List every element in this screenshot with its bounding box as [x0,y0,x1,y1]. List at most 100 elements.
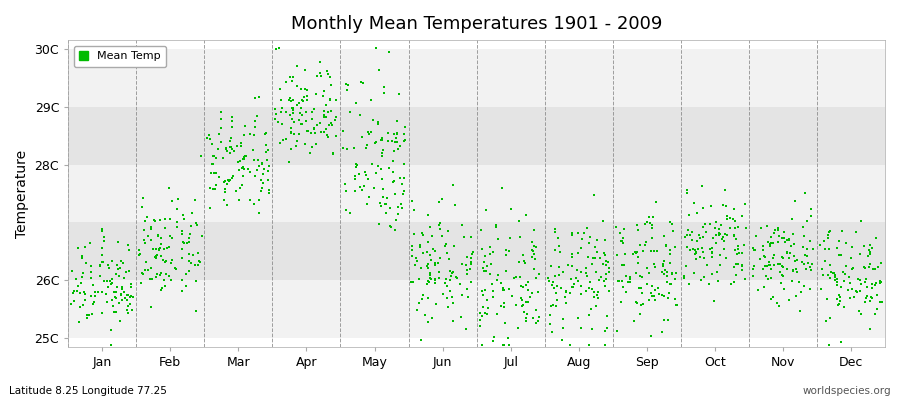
Point [274,97,289,104]
Point [183,231,197,237]
Point [830,282,844,288]
Point [286,131,301,137]
Point [836,304,850,310]
Point [786,267,800,273]
Point [420,295,435,301]
Point [654,329,669,335]
Point [300,128,314,134]
Point [97,238,112,244]
Point [796,224,810,230]
Point [549,303,563,310]
Point [109,309,123,316]
Point [189,278,203,284]
Point [104,258,119,264]
Point [823,228,837,235]
Point [149,253,164,259]
Point [84,274,98,281]
Point [581,311,596,318]
Point [657,317,671,324]
Point [243,197,257,203]
Point [349,161,364,167]
Point [384,224,399,230]
Point [214,115,229,122]
Point [708,240,723,246]
Point [446,300,460,306]
Point [176,212,190,218]
Point [410,258,425,264]
Point [574,236,589,242]
Point [778,239,792,245]
Point [583,234,598,240]
Point [597,250,611,256]
Point [529,320,544,326]
Point [73,304,87,310]
Point [552,243,566,250]
Point [745,273,760,279]
Point [554,285,568,292]
Point [571,314,585,321]
Point [501,285,516,292]
Point [248,118,262,124]
Point [307,126,321,132]
Point [772,303,787,310]
Point [233,184,248,191]
Point [348,164,363,171]
Point [616,240,630,246]
Point [854,281,868,287]
Point [356,134,370,141]
Point [735,213,750,220]
Point [657,292,671,299]
Point [305,116,320,122]
Point [446,182,460,188]
Point [692,232,706,238]
Point [839,240,853,246]
Point [104,326,118,333]
Point [206,186,220,192]
Point [151,246,166,252]
Point [134,204,148,210]
Point [509,302,524,308]
Point [440,282,454,289]
Point [246,147,260,153]
Point [512,259,526,266]
Point [87,289,102,295]
Point [782,237,796,244]
Point [788,258,802,264]
Point [801,260,815,267]
Point [192,258,206,264]
Point [707,225,722,231]
Point [375,150,390,156]
Point [445,270,459,276]
Point [203,135,218,142]
Point [659,243,673,249]
Point [415,296,429,302]
Point [824,314,838,321]
Point [720,232,734,238]
Point [358,144,373,151]
Point [708,232,723,239]
Point [532,271,546,277]
Point [729,261,743,268]
Point [223,150,238,156]
Point [712,232,726,238]
Point [785,278,799,284]
Point [598,237,613,243]
Point [226,173,240,179]
Point [720,215,734,222]
Point [805,260,819,267]
Point [290,138,304,144]
Point [640,281,654,288]
Point [862,242,877,248]
Point [677,273,691,279]
Point [243,169,257,176]
Point [379,200,393,207]
Point [472,317,487,324]
Point [828,277,842,284]
Point [771,233,786,240]
Point [785,216,799,222]
Point [698,254,712,261]
Point [321,122,336,128]
Point [100,278,114,284]
Point [729,272,743,278]
Point [274,108,289,115]
